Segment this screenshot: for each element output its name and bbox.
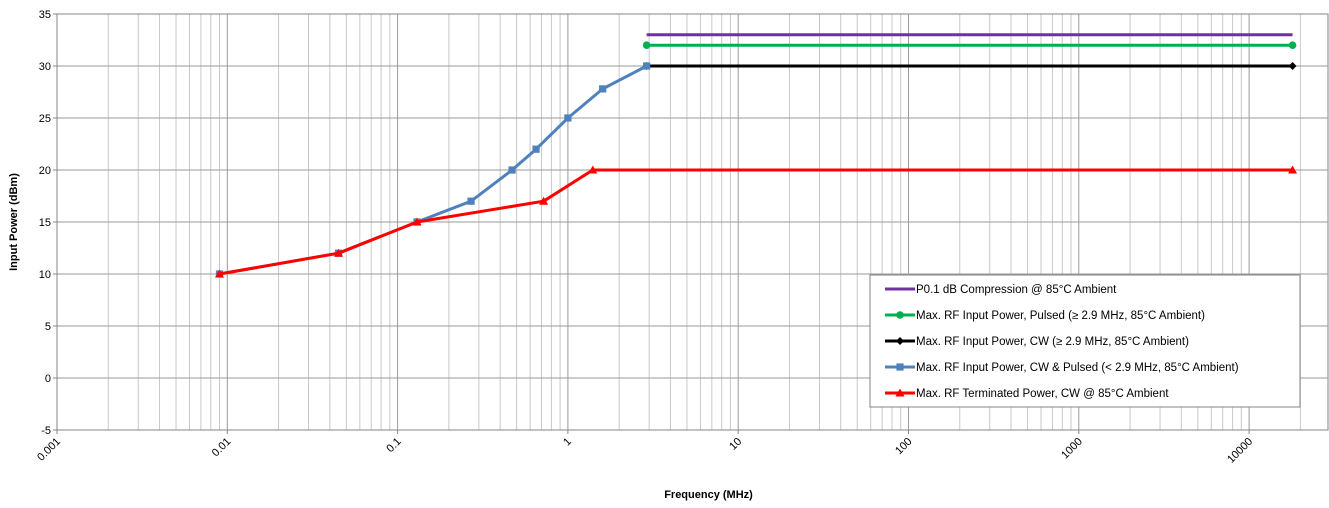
y-tick-label: 25 bbox=[39, 113, 51, 125]
series-line bbox=[219, 168, 1293, 276]
series-layer bbox=[215, 33, 1298, 278]
x-tick-label: 100 bbox=[893, 436, 914, 457]
legend-label: Max. RF Input Power, CW & Pulsed (< 2.9 … bbox=[916, 362, 1239, 374]
data-point-marker bbox=[895, 388, 905, 397]
series-5 bbox=[215, 165, 1298, 278]
data-point-marker bbox=[599, 85, 607, 93]
y-tick-label: 35 bbox=[39, 9, 51, 21]
y-tick-label: -5 bbox=[41, 425, 51, 437]
data-point-marker bbox=[412, 217, 422, 226]
x-tick-label: 1 bbox=[561, 436, 574, 449]
x-axis-title: Frequency (MHz) bbox=[664, 489, 753, 501]
data-point-marker bbox=[334, 248, 344, 257]
data-point-marker bbox=[467, 197, 475, 205]
data-point-marker bbox=[642, 41, 651, 49]
y-tick-label: 15 bbox=[39, 217, 51, 229]
y-axis-title: Input Power (dBm) bbox=[8, 173, 20, 271]
data-point-marker bbox=[1288, 165, 1298, 174]
legend-box bbox=[869, 274, 1301, 408]
legend-item: Max. RF Input Power, CW & Pulsed (< 2.9 … bbox=[885, 362, 1239, 374]
grid bbox=[56, 13, 1328, 431]
legend-label: Max. RF Terminated Power, CW @ 85°C Ambi… bbox=[916, 388, 1169, 400]
legend-item: Max. RF Terminated Power, CW @ 85°C Ambi… bbox=[885, 388, 1169, 400]
series-3 bbox=[642, 62, 1297, 70]
data-point-marker bbox=[588, 165, 598, 174]
data-point-marker bbox=[896, 337, 904, 345]
data-point-marker bbox=[215, 269, 225, 278]
data-point-marker bbox=[643, 62, 651, 70]
x-tick-label: 0.001 bbox=[35, 436, 63, 464]
legend-item: P0.1 dB Compression @ 85°C Ambient bbox=[885, 284, 1117, 296]
x-tick-label: 0.01 bbox=[210, 436, 234, 460]
y-tick-label: 20 bbox=[39, 165, 51, 177]
data-point-marker bbox=[896, 363, 904, 371]
series-2 bbox=[642, 41, 1297, 49]
x-tick-label: 10000 bbox=[1225, 436, 1255, 466]
legend-label: Max. RF Input Power, CW (≥ 2.9 MHz, 85°C… bbox=[916, 336, 1189, 348]
x-tick-label: 0.1 bbox=[384, 436, 403, 455]
legend-item: Max. RF Input Power, Pulsed (≥ 2.9 MHz, … bbox=[885, 310, 1205, 322]
x-tick-label: 1000 bbox=[1059, 436, 1085, 462]
data-point-marker bbox=[532, 145, 540, 153]
legend: P0.1 dB Compression @ 85°C Ambient Max. R… bbox=[869, 274, 1301, 408]
legend-item: Max. RF Input Power, CW (≥ 2.9 MHz, 85°C… bbox=[885, 336, 1189, 348]
y-axis: -5 0 5 10 15 20 25 30 35 bbox=[39, 9, 57, 437]
y-tick-label: 10 bbox=[39, 269, 51, 281]
y-tick-label: 5 bbox=[45, 321, 51, 333]
y-tick-label: 30 bbox=[39, 61, 51, 73]
legend-label: P0.1 dB Compression @ 85°C Ambient bbox=[916, 284, 1117, 296]
data-point-marker bbox=[1288, 41, 1297, 49]
data-point-marker bbox=[539, 196, 549, 205]
x-tick-label: 10 bbox=[727, 436, 744, 453]
x-axis: 0.001 0.01 0.1 1 10 100 1000 10000 bbox=[35, 430, 1255, 466]
y-tick-label: 0 bbox=[45, 373, 51, 385]
data-point-marker bbox=[1288, 62, 1297, 70]
data-point-marker bbox=[564, 114, 572, 122]
legend-label: Max. RF Input Power, Pulsed (≥ 2.9 MHz, … bbox=[916, 310, 1205, 322]
data-point-marker bbox=[508, 166, 516, 174]
data-point-marker bbox=[896, 311, 904, 319]
